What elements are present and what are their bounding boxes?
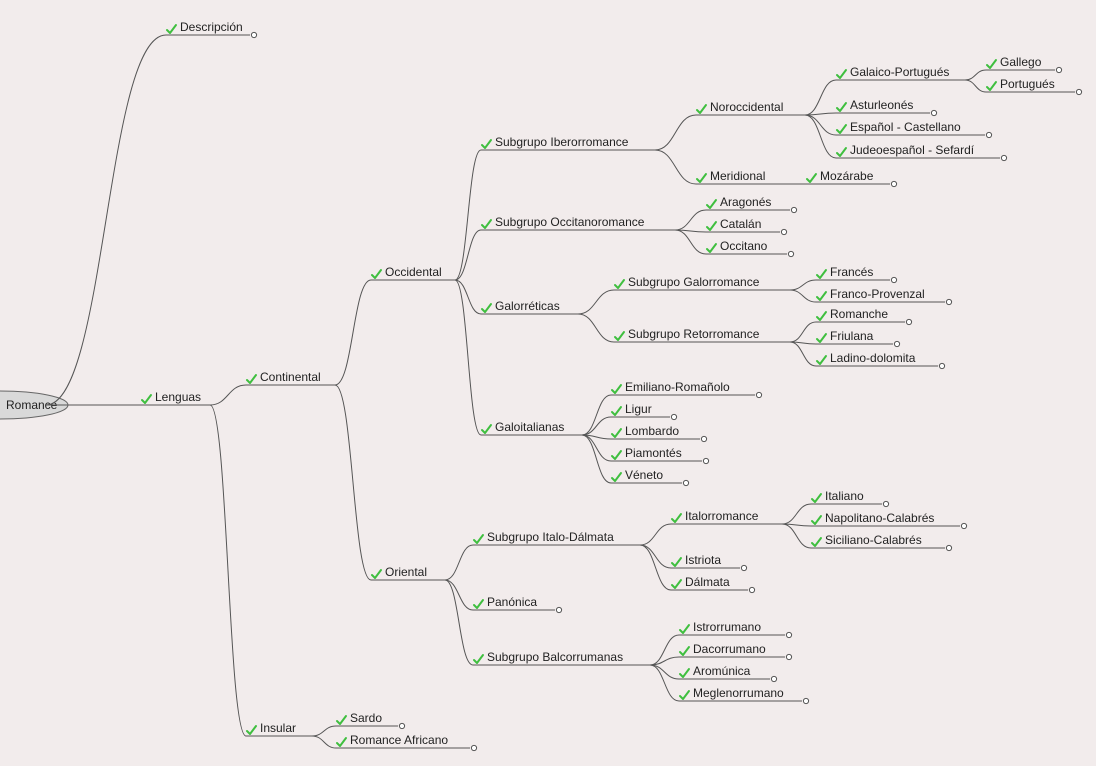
node-noroccidental: Noroccidental xyxy=(710,100,783,114)
node-espanol: Español - Castellano xyxy=(850,120,961,134)
node-piamontes: Piamontés xyxy=(625,446,682,460)
node-aromunica: Aromúnica xyxy=(693,664,751,678)
node-portugues: Portugués xyxy=(1000,77,1055,91)
mindmap-canvas: RomanceDescripciónLenguasContinentalOcci… xyxy=(0,0,1096,766)
node-dalmata: Dálmata xyxy=(685,575,730,589)
node-galaico: Galaico-Portugués xyxy=(850,65,949,79)
node-romanche: Romanche xyxy=(830,307,888,321)
node-galoitalianas: Galoitalianas xyxy=(495,420,564,434)
node-istriota: Istriota xyxy=(685,553,721,567)
node-oriental: Oriental xyxy=(385,565,427,579)
node-franco-prov: Franco-Provenzal xyxy=(830,287,925,301)
node-sub-occitano: Subgrupo Occitanoromance xyxy=(495,215,645,229)
node-occitano: Occitano xyxy=(720,239,768,253)
node-sub-ibero: Subgrupo Iberorromance xyxy=(495,135,629,149)
node-italiano: Italiano xyxy=(825,489,864,503)
node-meridional: Meridional xyxy=(710,169,765,183)
node-lombardo: Lombardo xyxy=(625,424,679,438)
node-meglenorrumano: Meglenorrumano xyxy=(693,686,784,700)
node-insular: Insular xyxy=(260,721,296,735)
node-sub-balco: Subgrupo Balcorrumanas xyxy=(487,650,623,664)
node-sub-reto: Subgrupo Retorromance xyxy=(628,327,760,341)
node-ligur: Ligur xyxy=(625,402,652,416)
node-napolitano: Napolitano-Calabrés xyxy=(825,511,934,525)
node-ladino: Ladino-dolomita xyxy=(830,351,916,365)
node-siciliano: Siciliano-Calabrés xyxy=(825,533,922,547)
node-lenguas: Lenguas xyxy=(155,390,201,404)
node-panonica: Panónica xyxy=(487,595,537,609)
node-catalan: Catalán xyxy=(720,217,761,231)
node-asturleones: Asturleonés xyxy=(850,98,913,112)
node-galorreticas: Galorréticas xyxy=(495,299,560,313)
node-dacorrumano: Dacorrumano xyxy=(693,642,766,656)
node-sub-galo: Subgrupo Galorromance xyxy=(628,275,760,289)
node-continental: Continental xyxy=(260,370,321,384)
node-frances: Francés xyxy=(830,265,873,279)
node-friulana: Friulana xyxy=(830,329,874,343)
node-aragones: Aragonés xyxy=(720,195,771,209)
node-italorromance: Italorromance xyxy=(685,509,759,523)
node-occidental: Occidental xyxy=(385,265,442,279)
node-istrorrumano: Istrorrumano xyxy=(693,620,761,634)
node-mozarabe: Mozárabe xyxy=(820,169,874,183)
node-gallego: Gallego xyxy=(1000,55,1042,69)
node-descripcion: Descripción xyxy=(180,20,243,34)
node-romance-africano: Romance Africano xyxy=(350,733,448,747)
node-sub-italo-dalm: Subgrupo Italo-Dálmata xyxy=(487,530,614,544)
node-veneto: Véneto xyxy=(625,468,663,482)
node-judeo: Judeoespañol - Sefardí xyxy=(850,143,975,157)
node-sardo: Sardo xyxy=(350,711,382,725)
node-emiliano: Emiliano-Romañolo xyxy=(625,380,730,394)
